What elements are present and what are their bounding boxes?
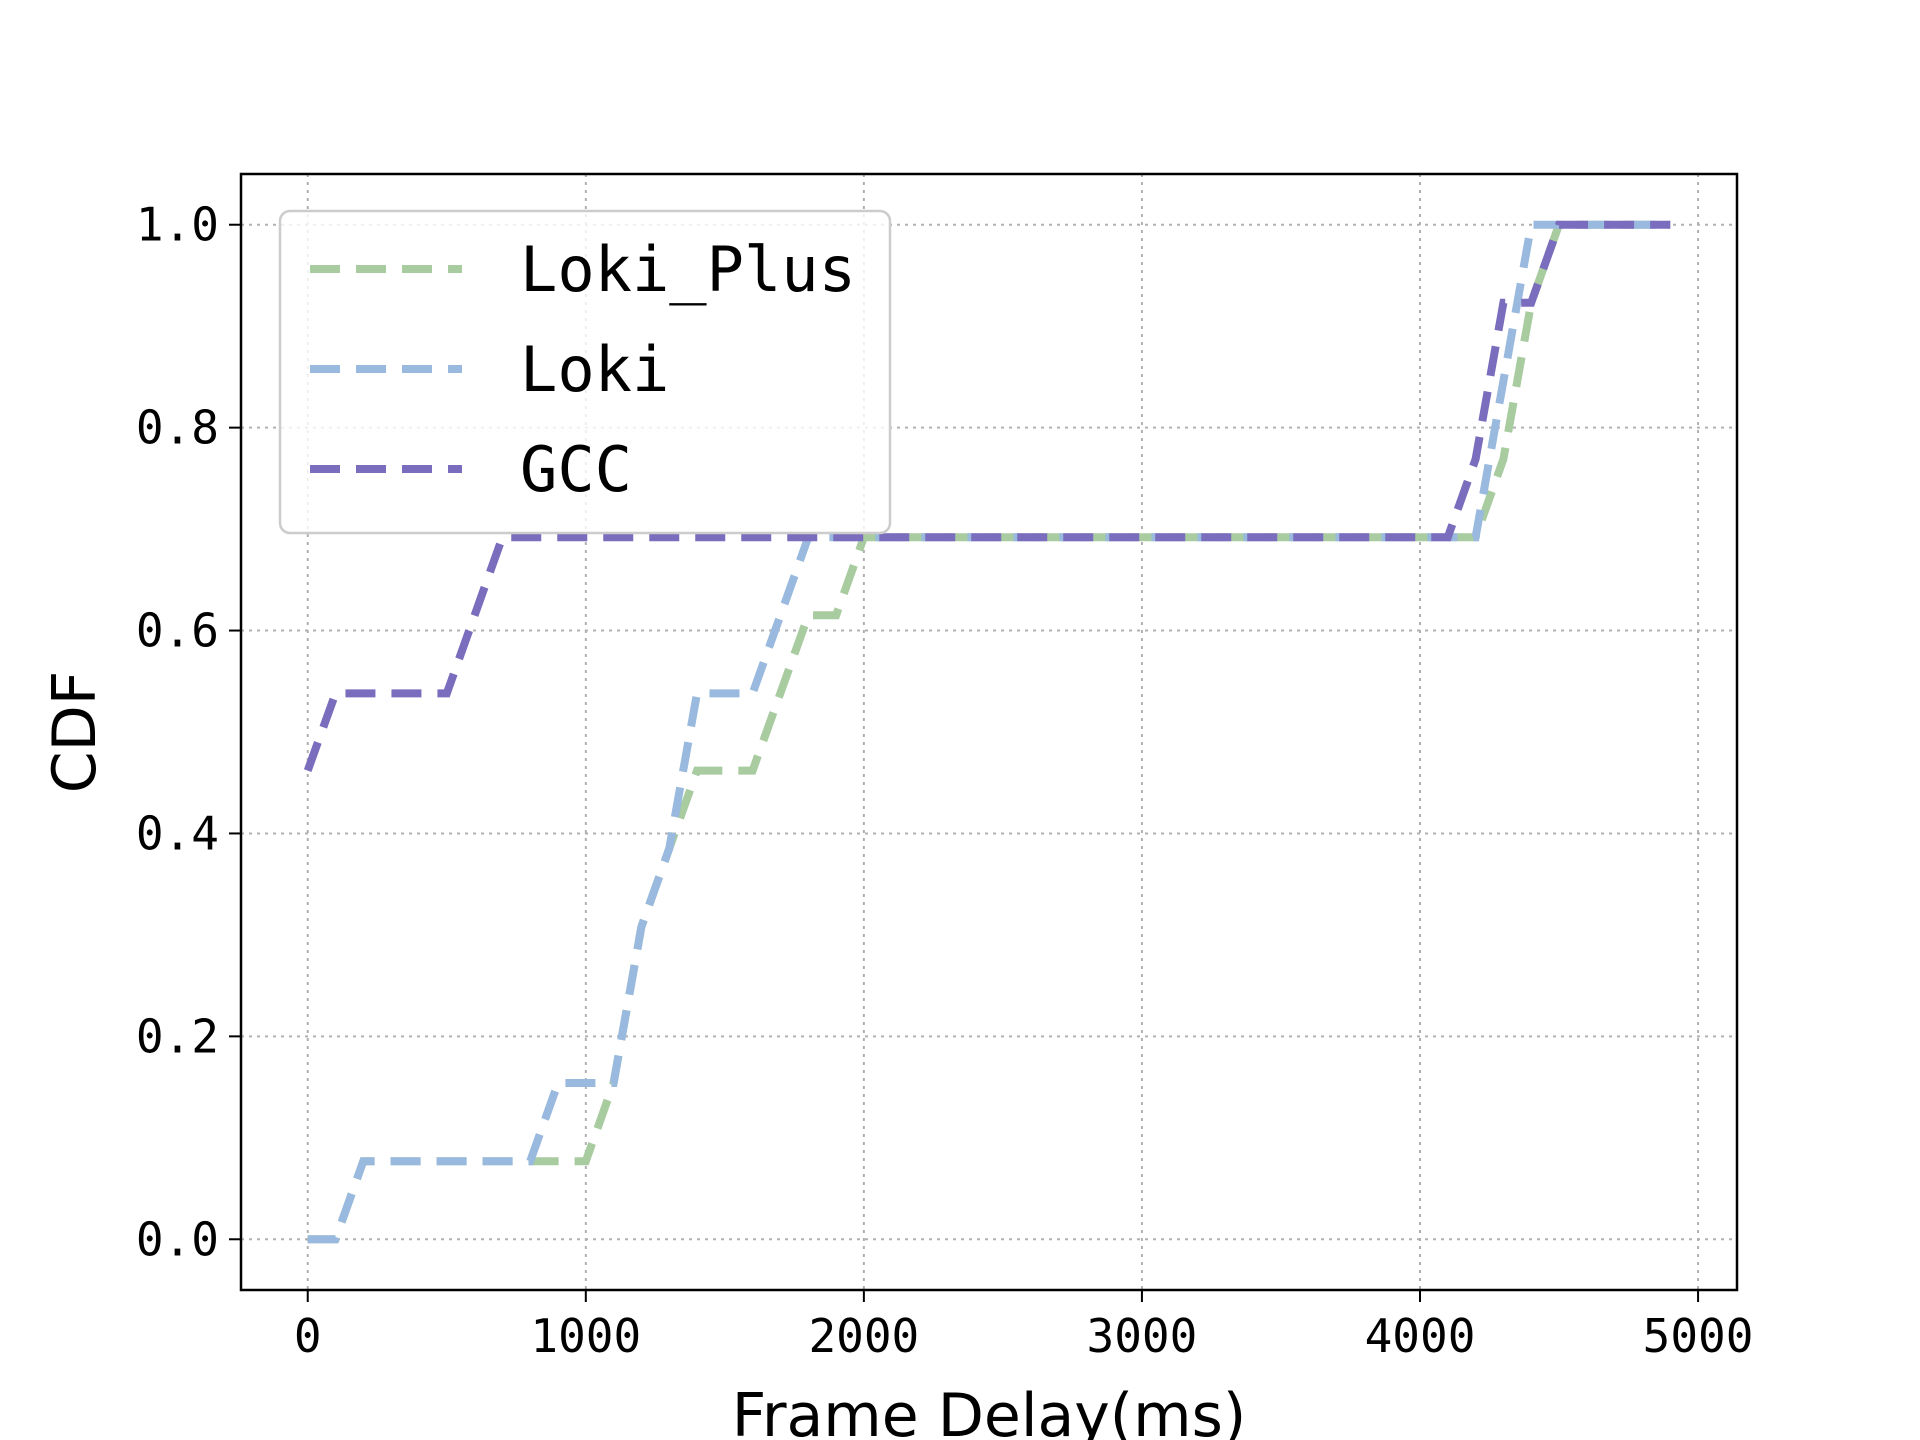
legend-label: GCC: [520, 433, 632, 506]
legend: Loki_Plus Loki GCC: [278, 209, 892, 535]
ticks: 0 1000 2000 3000 4000 5000 0.0 0.2 0.4 0.6 0.8 1.0: [136, 198, 1754, 1363]
legend-label: Loki_Plus: [520, 233, 856, 306]
x-tick-label: 2000: [808, 1309, 919, 1363]
y-tick-label: 0.8: [136, 401, 219, 455]
y-tick-label: 0.6: [136, 604, 219, 658]
x-tick-label: 4000: [1365, 1309, 1476, 1363]
y-tick-label: 0.4: [136, 806, 219, 860]
x-axis-label: Frame Delay(ms): [732, 1381, 1247, 1440]
series-layer: [303, 220, 1671, 1244]
x-tick-label: 5000: [1643, 1309, 1754, 1363]
series-line-gcc: [303, 220, 1671, 772]
legend-box: [278, 209, 892, 535]
y-tick-label: 0.0: [136, 1212, 219, 1266]
plot-frame: [239, 172, 1739, 1292]
legend-label: Loki: [520, 333, 669, 406]
series-line-loki: [307, 220, 1671, 1244]
x-tick-label: 3000: [1087, 1309, 1198, 1363]
x-tick-label: 1000: [530, 1309, 641, 1363]
y-axis-label: CDF: [40, 671, 110, 794]
y-tick-label: 0.2: [136, 1009, 219, 1063]
x-tick-label: 0: [294, 1309, 322, 1363]
y-tick-label: 1.0: [136, 198, 219, 252]
